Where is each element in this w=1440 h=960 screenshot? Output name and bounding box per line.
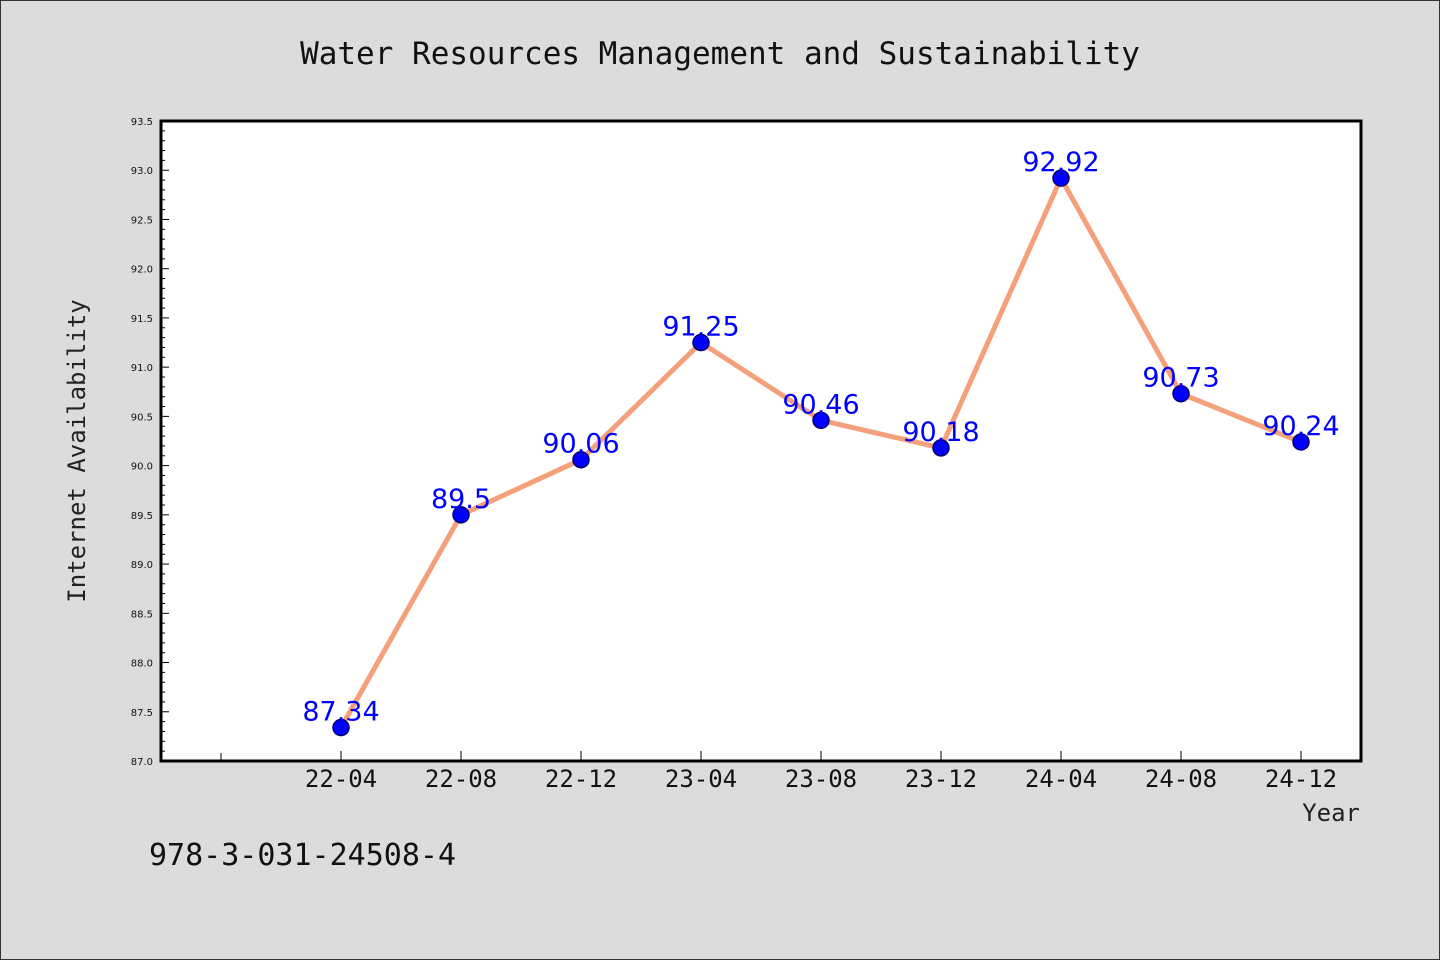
y-tick-label: 89.5 (131, 511, 153, 522)
y-tick-label: 90.5 (131, 412, 153, 423)
data-label: 87.34 (302, 697, 379, 728)
x-tick-label: 23-12 (905, 765, 977, 793)
y-tick-label: 87.5 (131, 708, 153, 719)
data-point (452, 506, 470, 524)
data-labels: 87.34 89.5 90.06 91.25 90.46 90.18 92.92 90.73 9… (302, 147, 1339, 727)
data-point (692, 333, 710, 352)
x-tick-label: 22-04 (305, 765, 377, 793)
data-point (1052, 169, 1070, 187)
y-tick-label: 93.5 (131, 117, 153, 128)
data-label: 90.18 (902, 417, 979, 448)
y-tick-label: 91.5 (131, 314, 153, 325)
y-axis-label: Internet Availability (63, 299, 91, 602)
x-axis-label: Year (1302, 799, 1360, 827)
y-tick-label: 88.0 (131, 659, 153, 670)
data-label: 91.25 (662, 312, 739, 343)
data-label: 90.24 (1262, 411, 1339, 442)
data-point (812, 411, 830, 430)
x-tick-label: 22-12 (545, 765, 617, 793)
y-tick-label: 93.0 (131, 166, 153, 177)
x-tick-label: 23-04 (665, 765, 737, 793)
data-point (332, 718, 350, 737)
data-label: 90.46 (782, 389, 859, 420)
isbn-text: 978-3-031-24508-4 (149, 838, 456, 873)
chart-title: Water Resources Management and Sustainab… (300, 36, 1140, 72)
data-label: 90.06 (542, 429, 619, 460)
data-point (572, 450, 590, 469)
series-group (332, 169, 1310, 737)
y-tick-label: 90.0 (131, 462, 153, 473)
x-tick-label: 22-08 (425, 765, 497, 793)
x-tick-label: 24-04 (1025, 765, 1097, 793)
y-tick-label: 87.0 (131, 757, 153, 768)
y-axis: 87.0 87.5 88.0 88.5 89.0 89.5 90.0 90.5 91.0 91.5… (131, 117, 169, 768)
data-point (932, 439, 950, 457)
y-tick-label: 89.0 (131, 560, 153, 571)
data-label: 90.73 (1142, 363, 1219, 394)
y-tick-label: 91.0 (131, 363, 153, 374)
data-label: 92.92 (1022, 147, 1099, 178)
x-tick-label: 24-12 (1265, 765, 1337, 793)
data-point (1172, 384, 1190, 403)
y-tick-label: 92.0 (131, 265, 153, 276)
data-label: 89.5 (431, 484, 491, 515)
y-tick-label: 92.5 (131, 215, 153, 226)
x-tick-label: 23-08 (785, 765, 857, 793)
plot-area (159, 119, 1363, 763)
y-tick-label: 88.5 (131, 609, 153, 620)
x-axis: 22-04 22-08 22-12 23-04 23-08 23-12 24-04 24-08… (220, 751, 1337, 793)
data-point (1292, 433, 1310, 451)
x-tick-label: 24-08 (1145, 765, 1217, 793)
